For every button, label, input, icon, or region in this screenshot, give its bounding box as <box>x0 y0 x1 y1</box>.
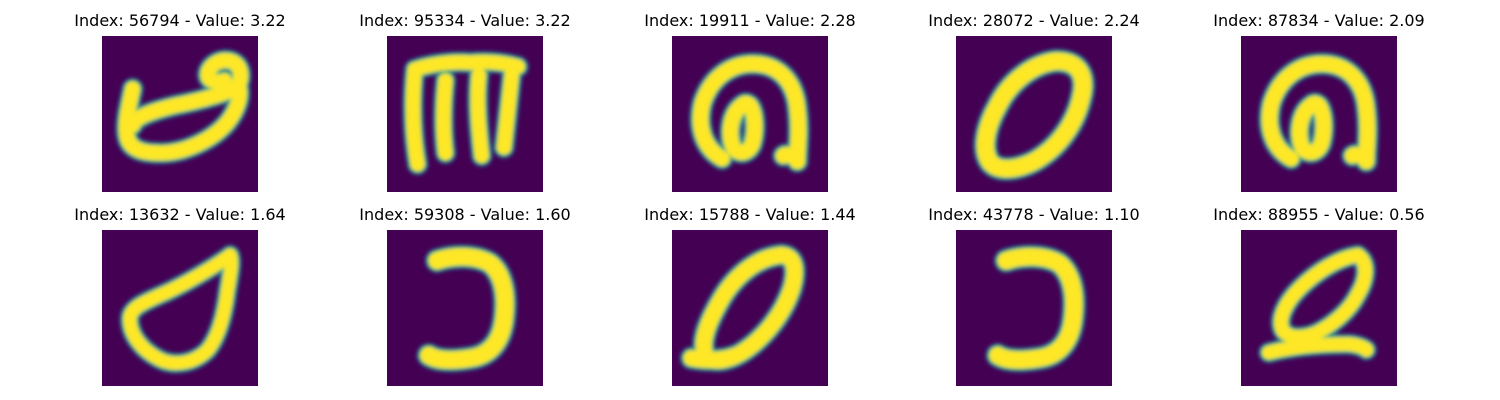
subplot-title: Index: 88955 - Value: 0.56 <box>1213 205 1425 224</box>
digit-image <box>672 36 828 192</box>
subplot-title: Index: 19911 - Value: 2.28 <box>644 11 856 30</box>
subplot-title: Index: 95334 - Value: 3.22 <box>359 11 571 30</box>
digit-image <box>387 230 543 386</box>
subplot-panel: Index: 19911 - Value: 2.28 <box>607 11 893 201</box>
handwritten-stroke <box>402 51 529 176</box>
handwritten-stroke <box>689 52 811 173</box>
subplot-panel: Index: 59308 - Value: 1.60 <box>322 205 608 395</box>
handwritten-stroke <box>115 49 252 165</box>
image-background <box>1241 230 1397 386</box>
digit-image <box>672 230 828 386</box>
digit-image <box>1241 36 1397 192</box>
subplot-title: Index: 59308 - Value: 1.60 <box>359 205 571 224</box>
subplot-panel: Index: 88955 - Value: 0.56 <box>1176 205 1462 395</box>
handwritten-stroke <box>973 48 1096 181</box>
subplot-panel: Index: 87834 - Value: 2.09 <box>1176 11 1462 201</box>
digit-image <box>956 230 1112 386</box>
subplot-panel: Index: 13632 - Value: 1.64 <box>37 205 323 395</box>
handwritten-stroke <box>679 243 807 373</box>
digit-image <box>1241 230 1397 386</box>
handwritten-stroke <box>119 244 242 374</box>
subplot-title: Index: 13632 - Value: 1.64 <box>74 205 286 224</box>
handwritten-stroke <box>1258 244 1377 364</box>
subplot-panel: Index: 43778 - Value: 1.10 <box>891 205 1177 395</box>
subplot-panel: Index: 95334 - Value: 3.22 <box>322 11 608 201</box>
subplot-panel: Index: 56794 - Value: 3.22 <box>37 11 323 201</box>
subplot-panel: Index: 28072 - Value: 2.24 <box>891 11 1177 201</box>
digit-image <box>956 36 1112 192</box>
digit-image <box>387 36 543 192</box>
subplot-title: Index: 15788 - Value: 1.44 <box>644 205 856 224</box>
subplot-title: Index: 56794 - Value: 3.22 <box>74 11 286 30</box>
subplot-title: Index: 28072 - Value: 2.24 <box>928 11 1140 30</box>
digit-image <box>102 36 258 192</box>
handwritten-stroke <box>416 244 518 373</box>
subplot-panel: Index: 15788 - Value: 1.44 <box>607 205 893 395</box>
subplot-title: Index: 87834 - Value: 2.09 <box>1213 11 1425 30</box>
subplot-title: Index: 43778 - Value: 1.10 <box>928 205 1140 224</box>
handwritten-stroke <box>1258 52 1380 173</box>
handwritten-stroke <box>985 244 1087 373</box>
digit-image <box>102 230 258 386</box>
